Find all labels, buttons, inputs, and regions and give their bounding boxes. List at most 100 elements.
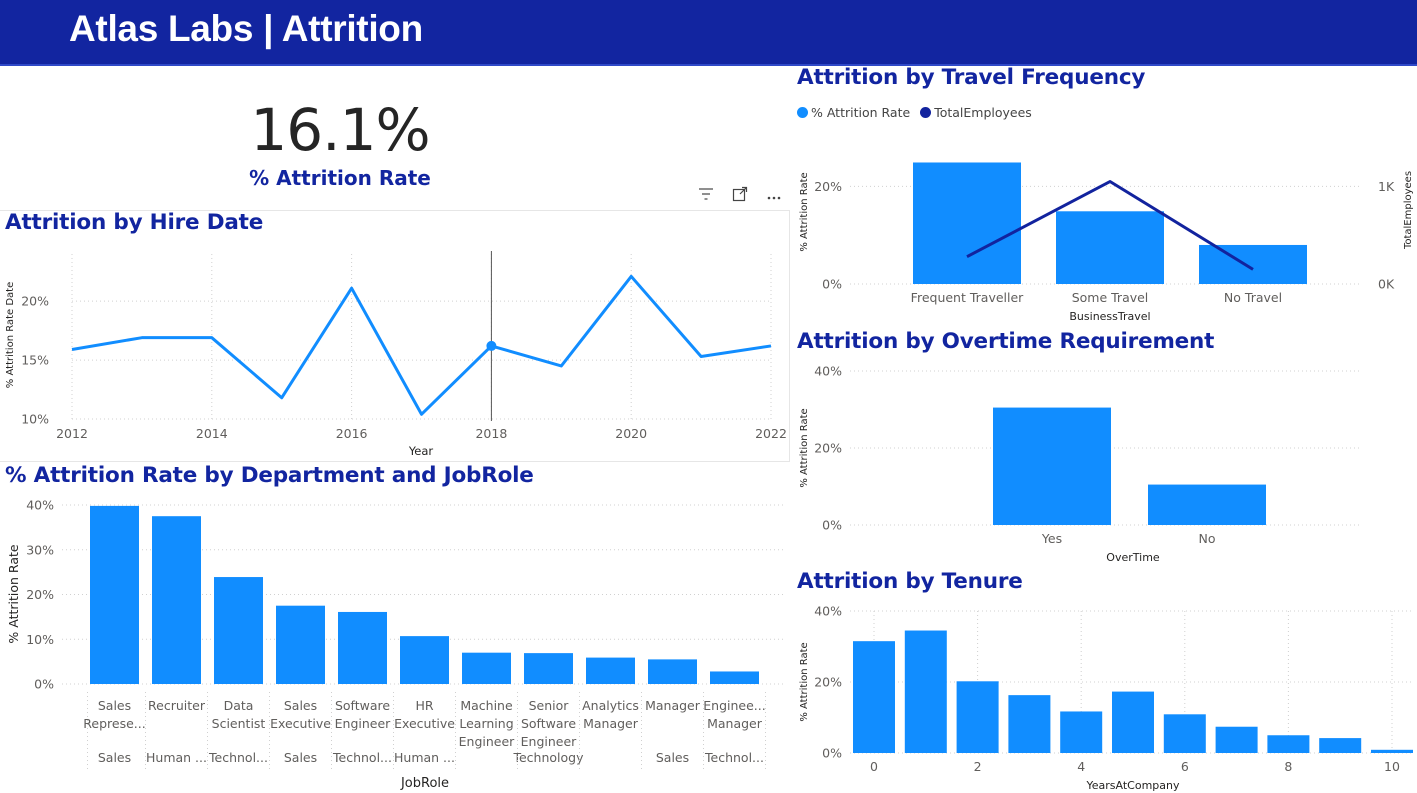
dept-jobrole-label: Represe... — [83, 716, 145, 731]
travel-category-label: Some Travel — [1072, 290, 1149, 305]
kpi-attrition-label: % Attrition Rate — [249, 166, 431, 190]
tenure-bar[interactable] — [1112, 691, 1154, 753]
tenure-x-axis-title: YearsAtCompany — [1086, 779, 1180, 792]
focus-mode-icon[interactable] — [730, 186, 750, 206]
dept-bar[interactable] — [90, 505, 139, 684]
dept-jobrole-label: Learning — [459, 716, 513, 731]
dept-bar[interactable] — [400, 636, 449, 684]
visual-header-icons — [696, 186, 784, 206]
dept-jobrole-label: Machine — [460, 698, 513, 713]
dept-bar[interactable] — [338, 611, 387, 684]
dept-department-label: Human ... — [146, 750, 207, 765]
tenure-ytick-label: 0% — [822, 746, 842, 761]
travel-y-axis-title: % Attrition Rate — [799, 172, 810, 251]
more-options-icon[interactable] — [764, 186, 784, 206]
dept-department-label: Technol... — [704, 750, 764, 765]
tenure-y-axis-title: % Attrition Rate — [799, 642, 810, 721]
report-header: Atlas Labs | Attrition — [0, 0, 1417, 66]
dept-jobrole-label: Software — [521, 716, 576, 731]
visual-divider — [0, 461, 789, 462]
tenure-chart-title: Attrition by Tenure — [797, 569, 1023, 594]
overtime-x-axis-title: OverTime — [1106, 551, 1160, 564]
overtime-bar[interactable] — [993, 407, 1111, 525]
dept-ytick-label: 30% — [26, 542, 54, 557]
tenure-bar[interactable] — [1319, 738, 1362, 753]
travel-bar[interactable] — [1056, 211, 1164, 284]
dept-bar[interactable] — [276, 605, 325, 684]
dept-x-axis-title: JobRole — [400, 776, 449, 791]
tenure-bar[interactable] — [1008, 695, 1051, 753]
hire-ytick-label: 10% — [21, 412, 49, 427]
tenure-bar[interactable] — [956, 681, 999, 753]
tenure-bar[interactable] — [853, 641, 895, 753]
legend-label-rate: % Attrition Rate — [811, 105, 911, 120]
hire-xtick-label: 2022 — [755, 426, 787, 441]
tenure-bar[interactable] — [904, 630, 947, 753]
dept-ytick-label: 10% — [26, 632, 54, 647]
tenure-bar[interactable] — [1215, 726, 1258, 753]
legend-dot-rate — [797, 107, 808, 118]
travel-ytick-label: 20% — [814, 179, 842, 194]
travel-employees-line[interactable] — [966, 180, 1254, 271]
filter-icon[interactable] — [696, 186, 716, 206]
travel-y2-axis-title: TotalEmployees — [1403, 171, 1414, 250]
travel-category-label: No Travel — [1224, 290, 1282, 305]
dept-bar[interactable] — [524, 653, 573, 684]
dept-department-label: Technology — [512, 750, 584, 765]
dept-department-label: Sales — [656, 750, 689, 765]
legend-dot-employees — [920, 107, 932, 118]
hire-xtick-label: 2018 — [475, 426, 507, 441]
report-title: Atlas Labs | Attrition — [69, 8, 423, 49]
dept-bar[interactable] — [648, 659, 697, 684]
tenure-ytick-label: 20% — [814, 675, 842, 690]
travel-bar[interactable] — [913, 162, 1021, 284]
hire-series-line[interactable] — [71, 274, 772, 416]
dept-jobrole-label: Analytics — [582, 698, 639, 713]
hire-x-axis-title: Year — [408, 444, 434, 458]
hire-xtick-label: 2014 — [196, 426, 228, 441]
dept-bar[interactable] — [710, 671, 759, 684]
dept-jobrole-label: Scientist — [212, 716, 266, 731]
legend-item-employees[interactable]: TotalEmployees — [920, 105, 1032, 120]
hire-ytick-label: 15% — [21, 353, 49, 368]
dept-jobrole-label: Engineer — [335, 716, 392, 731]
tenure-xtick-label: 8 — [1284, 759, 1292, 774]
tenure-xtick-label: 2 — [974, 759, 982, 774]
hire-xtick-label: 2012 — [56, 426, 88, 441]
tenure-bar[interactable] — [1371, 749, 1413, 753]
tenure-xtick-label: 10 — [1384, 759, 1400, 774]
dept-ytick-label: 0% — [34, 677, 54, 692]
hire-xtick-label: 2016 — [336, 426, 368, 441]
overtime-category-label: Yes — [1041, 531, 1062, 546]
dept-bar[interactable] — [214, 577, 263, 684]
travel-y2tick-label: 1K — [1378, 179, 1395, 194]
travel-legend: % Attrition Rate TotalEmployees — [797, 105, 1036, 120]
dept-jobrole-label: Software — [335, 698, 390, 713]
tenure-ytick-label: 40% — [814, 604, 842, 619]
dept-jobrole-label: Executive — [394, 716, 455, 731]
dept-department-label: Human ... — [394, 750, 455, 765]
dept-bar[interactable] — [462, 652, 511, 684]
dept-department-label: Technol... — [332, 750, 392, 765]
dept-bar[interactable] — [152, 516, 201, 684]
dept-jobrole-label: Manager — [645, 698, 701, 713]
dept-bar[interactable] — [586, 657, 635, 684]
dept-jobrole-label: Executive — [270, 716, 331, 731]
tenure-bar[interactable] — [1267, 735, 1310, 753]
dept-ytick-label: 20% — [26, 587, 54, 602]
dept-jobrole-label: Sales — [98, 698, 131, 713]
dept-jobrole-label: Data — [224, 698, 254, 713]
tenure-bar[interactable] — [1060, 711, 1103, 753]
overtime-bar[interactable] — [1148, 484, 1266, 525]
dept-jobrole-label: Manager — [707, 716, 763, 731]
tenure-bar[interactable] — [1163, 714, 1206, 753]
overtime-category-label: No — [1199, 531, 1216, 546]
travel-chart-title: Attrition by Travel Frequency — [797, 65, 1146, 90]
legend-item-rate[interactable]: % Attrition Rate — [797, 105, 910, 120]
dept-jobrole-label: Engineer — [521, 734, 578, 749]
hire-highlight-point[interactable] — [486, 340, 497, 351]
tenure-xtick-label: 6 — [1181, 759, 1189, 774]
travel-bar[interactable] — [1199, 244, 1307, 284]
tenure-xtick-label: 0 — [870, 759, 878, 774]
